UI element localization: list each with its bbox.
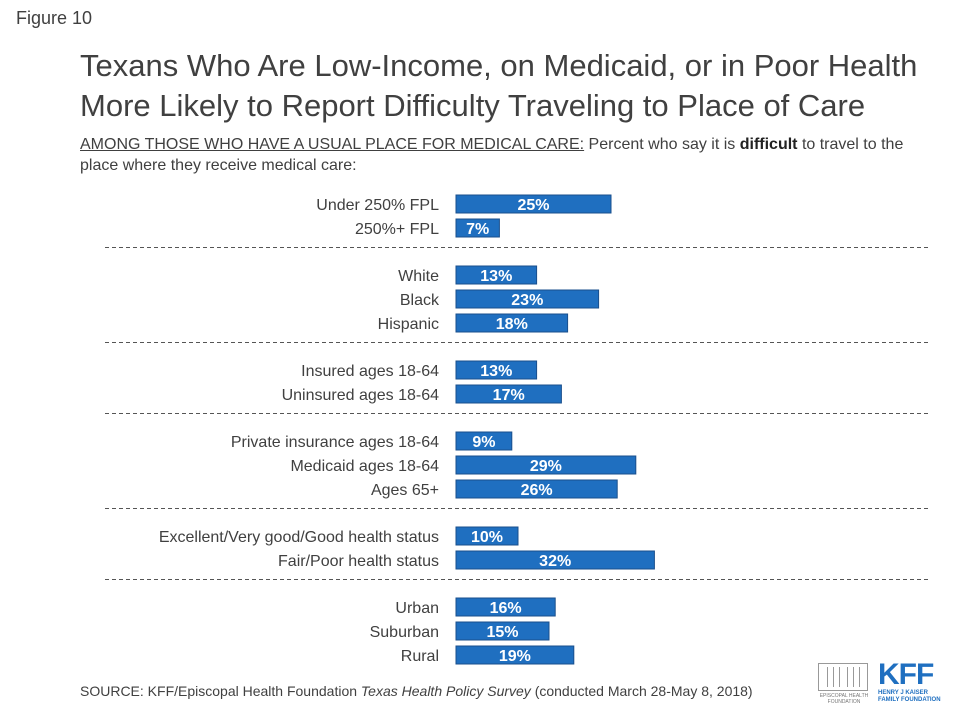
bar	[455, 289, 600, 309]
source-prefix: SOURCE: KFF/Episcopal Health Foundation	[80, 683, 361, 699]
data-label: 25%	[517, 197, 549, 214]
kff-logo: KFF HENRY J KAISER FAMILY FOUNDATION	[878, 660, 948, 710]
category-label: Insured ages 18-64	[301, 363, 439, 380]
chart-title: Texans Who Are Low-Income, on Medicaid, …	[80, 48, 918, 123]
data-label: 9%	[472, 434, 495, 451]
ehf-logo-mark	[818, 663, 868, 691]
episcopal-health-foundation-logo: EPISCOPAL HEALTH FOUNDATION	[818, 663, 870, 707]
bar	[455, 645, 575, 665]
data-label: 26%	[521, 482, 553, 499]
data-label: 32%	[539, 553, 571, 570]
data-label: 16%	[490, 600, 522, 617]
bar	[455, 431, 513, 451]
source-suffix: (conducted March 28-May 8, 2018)	[530, 683, 753, 699]
data-label: 13%	[480, 363, 512, 380]
category-label: Fair/Poor health status	[278, 553, 439, 570]
category-label: Black	[400, 292, 440, 309]
bar	[455, 455, 637, 475]
category-label: Urban	[395, 600, 439, 617]
category-label: Ages 65+	[371, 482, 439, 499]
source-note: SOURCE: KFF/Episcopal Health Foundation …	[80, 683, 753, 699]
subtitle-text-b: to travel to the place where they receiv…	[80, 136, 904, 174]
data-label: 29%	[530, 458, 562, 475]
category-label: Medicaid ages 18-64	[290, 458, 439, 475]
bar	[455, 384, 562, 404]
subtitle-emphasis: difficult	[739, 136, 798, 153]
source-survey-name: Texas Health Policy Survey	[360, 683, 531, 699]
bar	[455, 597, 556, 617]
data-label: 7%	[466, 221, 489, 238]
bar	[455, 194, 612, 214]
category-label: Excellent/Very good/Good health status	[159, 529, 439, 546]
data-label: 13%	[480, 268, 512, 285]
ehf-logo-text: EPISCOPAL HEALTH FOUNDATION	[819, 693, 869, 705]
data-label: 23%	[511, 292, 543, 309]
figure-label: Figure 10	[16, 8, 93, 28]
bar	[455, 265, 538, 285]
bar	[455, 360, 538, 380]
bar	[455, 218, 500, 238]
bar-chart: Under 250% FPL 25% 250%+ FPL 7% White 13% Blac…	[105, 194, 928, 665]
data-label: 17%	[493, 387, 525, 404]
bar	[455, 479, 618, 499]
bar	[455, 526, 519, 546]
kff-logo-mark: KFF	[878, 658, 934, 691]
data-label: 10%	[471, 529, 503, 546]
category-label: Hispanic	[378, 316, 439, 333]
data-label: 18%	[496, 316, 528, 333]
subtitle-prefix: AMONG THOSE WHO HAVE A USUAL PLACE FOR M…	[80, 136, 585, 153]
data-label: 19%	[499, 648, 531, 665]
category-label: Uninsured ages 18-64	[282, 387, 440, 404]
data-label: 15%	[486, 624, 518, 641]
subtitle-text-a: Percent who say it is	[584, 136, 740, 153]
category-label: White	[398, 268, 439, 285]
category-label: 250%+ FPL	[355, 221, 439, 238]
bar	[455, 550, 655, 570]
bar	[455, 313, 569, 333]
category-label: Rural	[401, 648, 439, 665]
category-label: Private insurance ages 18-64	[231, 434, 439, 451]
category-label: Suburban	[370, 624, 439, 641]
bar	[455, 621, 550, 641]
category-label: Under 250% FPL	[316, 197, 439, 214]
chart-subtitle: AMONG THOSE WHO HAVE A USUAL PLACE FOR M…	[80, 134, 940, 176]
kff-logo-text: HENRY J KAISER FAMILY FOUNDATION	[878, 690, 941, 703]
